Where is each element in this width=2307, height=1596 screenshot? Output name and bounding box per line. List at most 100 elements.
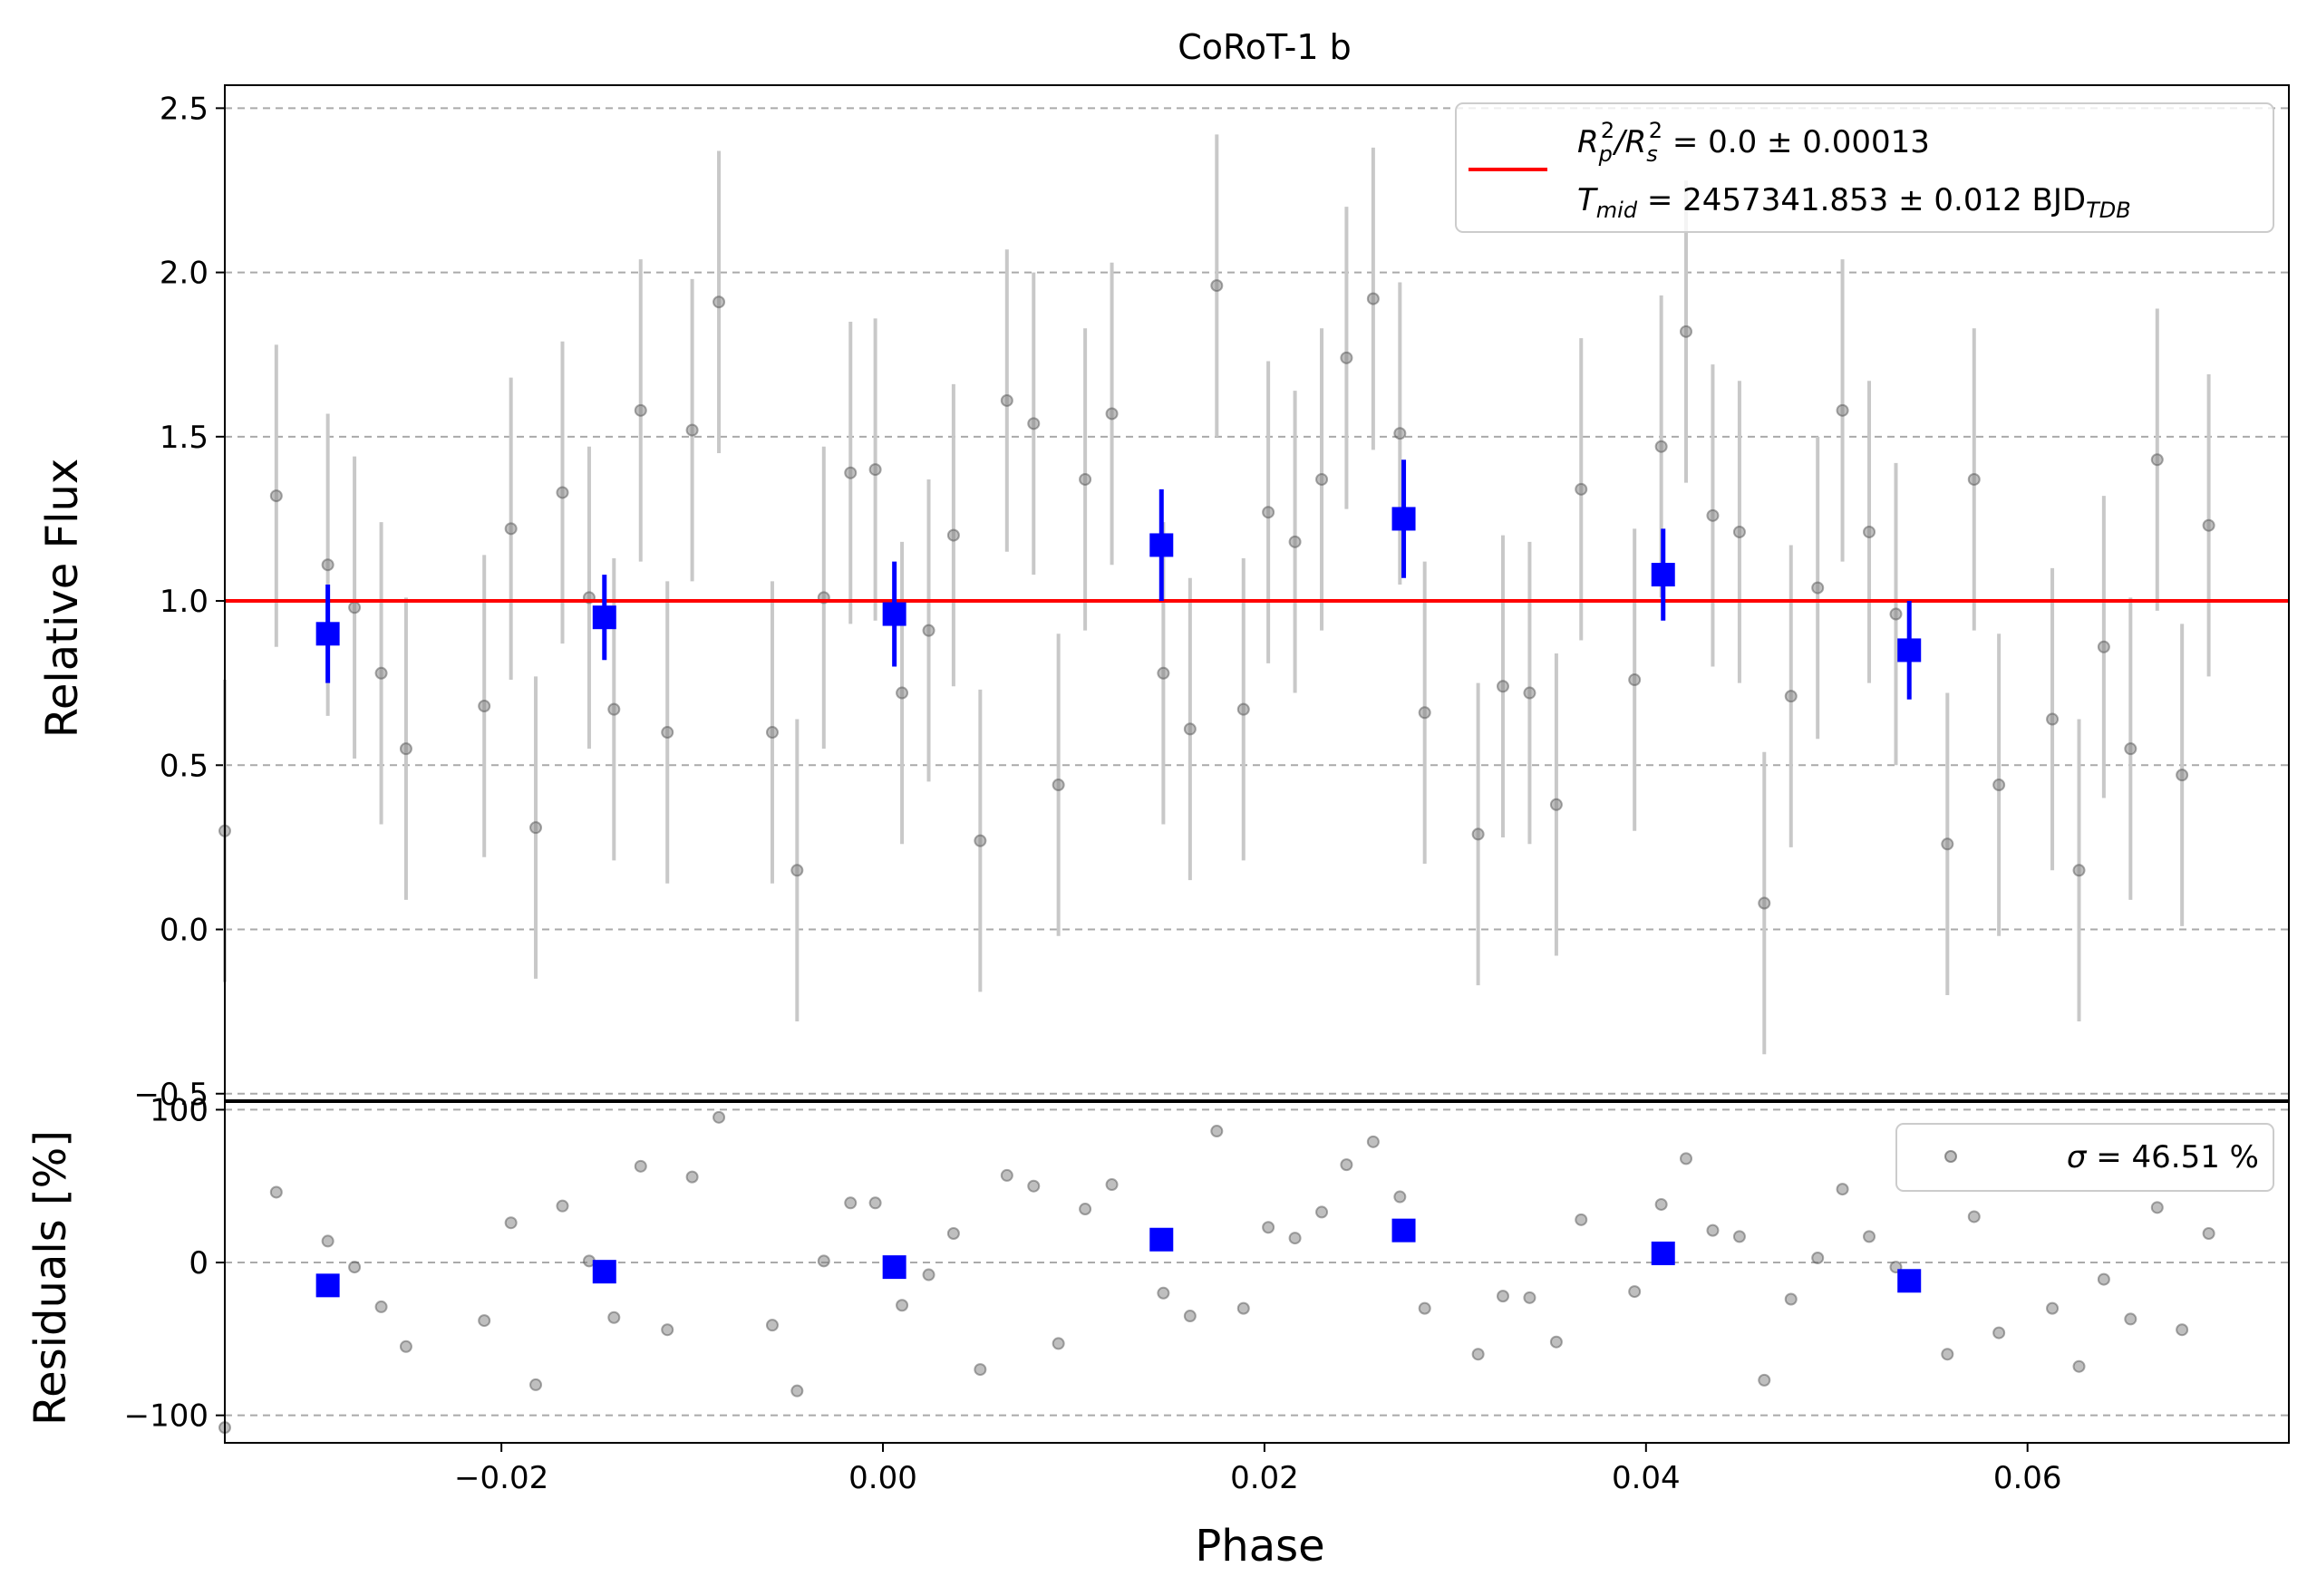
binned-point — [882, 602, 906, 626]
binned-point — [315, 622, 340, 646]
flux-panel: −0.5 0.0 0.5 1.0 1.5 2.0 2.5 Relative Flux Rp2… — [37, 84, 2290, 1113]
data-point — [2150, 1201, 2164, 1214]
residuals-legend-sigma: σ = 46.51 % — [2067, 1139, 2259, 1175]
data-point — [1288, 535, 1302, 548]
binned-point — [1391, 1218, 1416, 1243]
data-point — [1052, 779, 1065, 792]
residuals-legend: σ = 46.51 % — [1895, 1123, 2274, 1192]
data-point — [1288, 1232, 1302, 1245]
data-point — [1967, 472, 1981, 486]
x-tick-label: 0.04 — [1612, 1460, 1681, 1496]
data-point — [712, 1110, 726, 1124]
data-point — [1758, 896, 1771, 910]
data-point — [1340, 351, 1353, 364]
binned-point — [1149, 533, 1174, 557]
binned-point — [592, 605, 616, 630]
data-point — [529, 1378, 543, 1391]
data-point — [2046, 1301, 2060, 1315]
data-point — [1836, 1183, 1849, 1196]
data-point — [1496, 680, 1509, 693]
data-point — [1079, 472, 1092, 486]
data-point — [348, 1261, 362, 1274]
data-point — [1183, 1310, 1197, 1323]
y-tick-label: −100 — [124, 1398, 208, 1435]
data-point — [1706, 1224, 1720, 1237]
residuals-legend-box — [1895, 1123, 2274, 1192]
x-tick-label: 0.02 — [1230, 1460, 1299, 1496]
flux-legend-tmid: Tmid = 2457341.853 ± 0.012 BJDTDB — [1577, 182, 2131, 223]
y-tick-label: 1.0 — [160, 584, 208, 620]
data-point — [1262, 506, 1275, 519]
data-point — [1628, 1285, 1642, 1299]
binned-point — [1897, 638, 1922, 663]
data-point — [946, 1227, 960, 1241]
data-point — [1654, 1197, 1668, 1211]
data-point — [2097, 1272, 2110, 1286]
data-point — [1628, 673, 1642, 687]
data-point — [634, 403, 647, 417]
data-point — [946, 528, 960, 542]
data-point — [1315, 472, 1329, 486]
data-point — [1523, 1291, 1536, 1304]
y-tick-label: 2.5 — [160, 91, 208, 127]
y-tick-label: −0.5 — [133, 1077, 208, 1113]
data-point — [922, 1268, 935, 1282]
data-point — [374, 666, 388, 680]
data-point — [1393, 427, 1407, 440]
binned-point — [1651, 1241, 1675, 1265]
residuals-y-ticks: −100 0 100 — [124, 1092, 225, 1435]
data-point — [844, 466, 858, 479]
data-point — [868, 463, 882, 477]
residuals-frame — [224, 1101, 2290, 1444]
y-tick-label: 0.0 — [160, 913, 208, 949]
data-point — [529, 821, 543, 835]
data-point — [868, 1196, 882, 1210]
x-tick-label: −0.02 — [454, 1460, 548, 1496]
data-point — [607, 1311, 621, 1324]
x-axis-label: Phase — [1195, 1521, 1324, 1572]
data-point — [1575, 482, 1588, 496]
data-point — [1027, 1179, 1041, 1193]
data-point — [321, 1234, 334, 1248]
data-point — [2097, 640, 2110, 653]
data-point — [685, 423, 699, 437]
data-point — [1000, 1168, 1013, 1182]
data-point — [1157, 666, 1170, 680]
data-point — [2046, 712, 2060, 726]
data-point — [1758, 1373, 1771, 1387]
data-point — [634, 1159, 647, 1173]
data-point — [1262, 1221, 1275, 1234]
data-point — [1836, 403, 1849, 417]
data-point — [1863, 1230, 1876, 1243]
data-point — [1732, 1230, 1746, 1243]
data-point — [765, 1319, 779, 1332]
data-point — [1000, 393, 1013, 407]
data-point — [685, 1170, 699, 1184]
y-tick-label: 2.0 — [160, 256, 208, 292]
data-point — [1340, 1158, 1353, 1172]
data-point — [1418, 706, 1431, 720]
y-tick-label: 0.5 — [160, 748, 208, 784]
data-point — [661, 726, 674, 740]
data-point — [974, 1363, 987, 1377]
flux-legend-rp-rs: Rp2/Rs2 = 0.0 ± 0.00013 — [1577, 118, 1930, 167]
data-point — [2176, 1323, 2189, 1337]
y-tick-label: 1.5 — [160, 420, 208, 456]
data-point — [1811, 581, 1825, 595]
data-point — [1941, 1348, 1954, 1361]
data-point — [1183, 722, 1197, 736]
y-tick-label: 0 — [189, 1245, 208, 1282]
data-point — [374, 1300, 388, 1313]
flux-legend: Rp2/Rs2 = 0.0 ± 0.00013 Tmid = 2457341.8… — [1455, 102, 2274, 233]
data-point — [2124, 742, 2137, 756]
data-point — [844, 1196, 858, 1210]
data-point — [556, 1199, 569, 1213]
flux-binned-points — [315, 459, 1922, 700]
data-point — [269, 1185, 283, 1199]
data-point — [1523, 686, 1536, 700]
data-point — [1157, 1286, 1170, 1300]
data-point — [1366, 292, 1380, 305]
y-tick-label: 100 — [150, 1092, 208, 1128]
data-point — [790, 1384, 804, 1398]
